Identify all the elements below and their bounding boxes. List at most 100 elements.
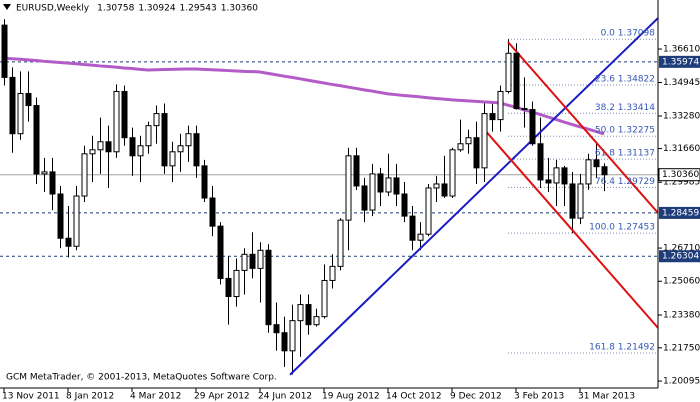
candle-body [209, 197, 216, 227]
candle-body [313, 316, 320, 326]
candle-body [305, 304, 312, 326]
x-tick-label: 29 Apr 2012 [194, 392, 250, 402]
candle-body [601, 166, 608, 176]
candle-body [281, 332, 288, 352]
candle-body [577, 183, 584, 219]
fib-label: 38.2 1.33414 [595, 103, 655, 113]
price-label-box [659, 206, 700, 219]
candle-body [161, 113, 168, 167]
candle-body [401, 193, 408, 217]
trend-line [484, 129, 658, 329]
candle-body [481, 113, 488, 169]
candle-body [505, 52, 512, 92]
candle-body [9, 76, 16, 135]
candle-body [449, 149, 456, 197]
candle-body [585, 159, 592, 185]
fib-label: 50.0 1.32275 [595, 126, 655, 136]
fib-label: 23.6 1.34822 [595, 74, 655, 84]
header-value: 1.29543 [180, 4, 217, 14]
candle-body [65, 237, 72, 247]
x-tick-label: 9 Dec 2012 [450, 392, 502, 402]
y-tick-label: 1.34945 [663, 78, 700, 88]
candle-body [153, 113, 160, 127]
price-label-box [659, 55, 700, 68]
candle-body [529, 109, 536, 145]
candle-body [33, 105, 40, 175]
candle-body [185, 133, 192, 147]
price-label-box [659, 250, 700, 263]
candle-body [393, 177, 400, 195]
fib-label: 61.8 1.31137 [595, 149, 655, 159]
x-tick-label: 14 Oct 2012 [386, 392, 442, 402]
candle-body [289, 320, 296, 352]
candle-body [41, 171, 48, 175]
candle-body [425, 187, 432, 235]
candle-body [409, 215, 416, 241]
price-label: 1.35974 [662, 57, 699, 67]
candle-body [145, 125, 152, 147]
candle-body [121, 90, 128, 139]
candle-body [177, 145, 184, 153]
candle-body [465, 137, 472, 145]
candle-body [265, 249, 272, 326]
candle-body [217, 225, 224, 279]
candle-body [497, 90, 504, 121]
candle-body [385, 177, 392, 193]
price-label: 1.28459 [662, 208, 699, 218]
candle-body [433, 183, 440, 189]
header-value: 1.30758 [97, 4, 134, 14]
candle-body [273, 324, 280, 334]
candle-body [257, 249, 264, 269]
candle-body [361, 185, 368, 211]
candle-body [241, 253, 248, 271]
candle-body [97, 141, 104, 151]
candle-body [417, 233, 424, 241]
candle-body [57, 193, 64, 239]
candle-body [561, 167, 568, 185]
candle-body [321, 279, 328, 318]
candle-body [105, 141, 112, 153]
candle-body [129, 137, 136, 157]
candle-body [329, 265, 336, 281]
y-tick-label: 1.29985 [663, 178, 700, 188]
candle-body [81, 153, 88, 197]
fib-label: 0.0 1.37098 [601, 29, 656, 39]
header-value: 1.30360 [221, 4, 258, 14]
candle-body [193, 133, 200, 167]
chart-title: EURUSD,Weekly [16, 4, 90, 14]
trend-line [507, 41, 658, 214]
candle-body [545, 179, 552, 184]
x-tick-label: 24 Jun 2012 [258, 392, 312, 402]
candle-body [489, 113, 496, 121]
candle-body [73, 195, 80, 247]
candle-body [441, 183, 448, 197]
price-label: 1.26304 [662, 252, 699, 262]
candle-body [513, 52, 520, 110]
candle-body [137, 145, 144, 157]
candle-body [225, 277, 232, 298]
y-tick-label: 1.31660 [663, 144, 700, 154]
candle-body [49, 171, 56, 195]
candle-body [201, 165, 208, 199]
candle-body [569, 183, 576, 219]
current-price-label: 1.30360 [662, 170, 699, 180]
y-tick-label: 1.25060 [663, 277, 700, 287]
candle-body [249, 253, 256, 269]
candle-body [377, 173, 384, 193]
moving-average [3, 56, 605, 136]
header-value: 1.30924 [138, 4, 175, 14]
candle-body [17, 92, 24, 135]
candle-body [25, 92, 32, 107]
candle-body [89, 149, 96, 155]
fib-label: 100.0 1.27453 [589, 223, 655, 233]
fib-label: 76.4 1.29729 [595, 177, 655, 187]
x-tick-label: 13 Nov 2011 [2, 392, 60, 402]
candle-body [1, 24, 8, 78]
y-tick-label: 1.36610 [663, 45, 700, 55]
candle-body [169, 151, 176, 167]
candle-body [593, 159, 600, 168]
candle-body [345, 155, 352, 221]
candle-body [233, 269, 240, 298]
